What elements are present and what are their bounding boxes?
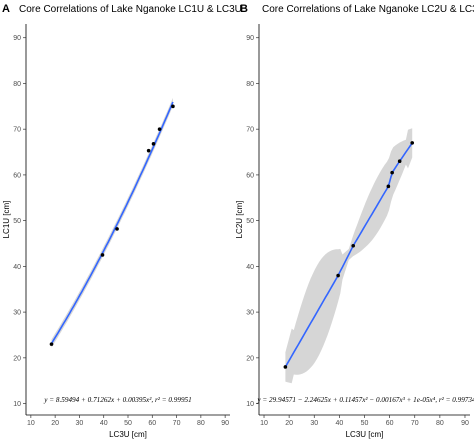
x-tick-label: 90 (221, 420, 229, 427)
chart-title: Core Correlations of Lake Nganoke LC1U &… (19, 4, 242, 15)
data-point (157, 127, 162, 131)
regression-equation: y = 29.94571 − 2.24625x + 0.11457x² − 0.… (256, 396, 474, 404)
x-tick-label: 60 (386, 420, 394, 427)
data-point (351, 243, 355, 248)
data-point (283, 365, 288, 369)
x-tick-label: 20 (285, 420, 293, 427)
y-tick-label: 30 (246, 310, 254, 317)
y-tick-label: 40 (13, 264, 21, 271)
chart-panel-b: B Core Correlations of Lake Nganoke LC2U … (235, 3, 474, 439)
panel-label: A (2, 3, 10, 15)
data-point (171, 104, 175, 109)
x-tick-label: 40 (335, 420, 343, 427)
x-tick-label: 70 (411, 420, 419, 427)
x-tick-label: 30 (310, 420, 318, 427)
x-tick-label: 20 (51, 420, 59, 427)
confidence-band (51, 97, 173, 348)
data-point (151, 142, 156, 146)
y-tick-label: 90 (246, 35, 254, 42)
x-tick-label: 10 (260, 420, 268, 427)
y-tick-label: 50 (13, 218, 21, 225)
chart-title: Core Correlations of Lake Nganoke LC2U &… (262, 4, 474, 15)
x-tick-label: 50 (124, 420, 132, 427)
data-point (146, 148, 151, 153)
data-point (397, 159, 402, 163)
y-tick-label: 90 (13, 35, 21, 42)
y-tick-label: 20 (13, 355, 21, 362)
x-tick-label: 50 (361, 420, 369, 427)
fit-line (284, 142, 413, 368)
y-tick-label: 50 (246, 218, 254, 225)
data-point (386, 184, 391, 189)
x-tick-label: 80 (197, 420, 205, 427)
y-axis-title: LC1U [cm] (2, 201, 11, 239)
panel-label: B (240, 3, 248, 15)
x-tick-label: 40 (100, 420, 108, 427)
data-point (49, 342, 54, 346)
x-tick-label: 70 (173, 420, 181, 427)
x-tick-label: 60 (148, 420, 156, 427)
y-tick-label: 20 (246, 355, 254, 362)
x-tick-label: 80 (436, 420, 444, 427)
y-tick-label: 70 (13, 127, 21, 134)
y-tick-label: 60 (246, 172, 254, 179)
y-tick-label: 10 (13, 401, 21, 408)
data-point (390, 170, 394, 175)
x-tick-label: 30 (76, 420, 84, 427)
y-tick-label: 70 (246, 127, 254, 134)
x-axis-title: LC3U [cm] (109, 430, 147, 439)
fit-line (50, 101, 174, 344)
regression-equation: y = 8.59494 + 0.71262x + 0.00395x², r² =… (43, 396, 191, 404)
x-axis-title: LC3U [cm] (346, 430, 384, 439)
chart-panel-a: A Core Correlations of Lake Nganoke LC1U … (2, 3, 242, 439)
data-point (115, 227, 119, 231)
data-point (410, 141, 415, 145)
data-point (100, 253, 105, 257)
y-tick-label: 30 (13, 310, 21, 317)
y-tick-label: 80 (246, 81, 254, 88)
y-tick-label: 80 (13, 81, 21, 88)
y-axis-title: LC2U [cm] (235, 201, 244, 239)
x-tick-label: 10 (27, 420, 35, 427)
y-tick-label: 60 (13, 172, 21, 179)
data-point (336, 273, 340, 278)
y-tick-label: 40 (246, 264, 254, 271)
y-tick-label: 10 (246, 401, 254, 408)
x-tick-label: 90 (461, 420, 469, 427)
